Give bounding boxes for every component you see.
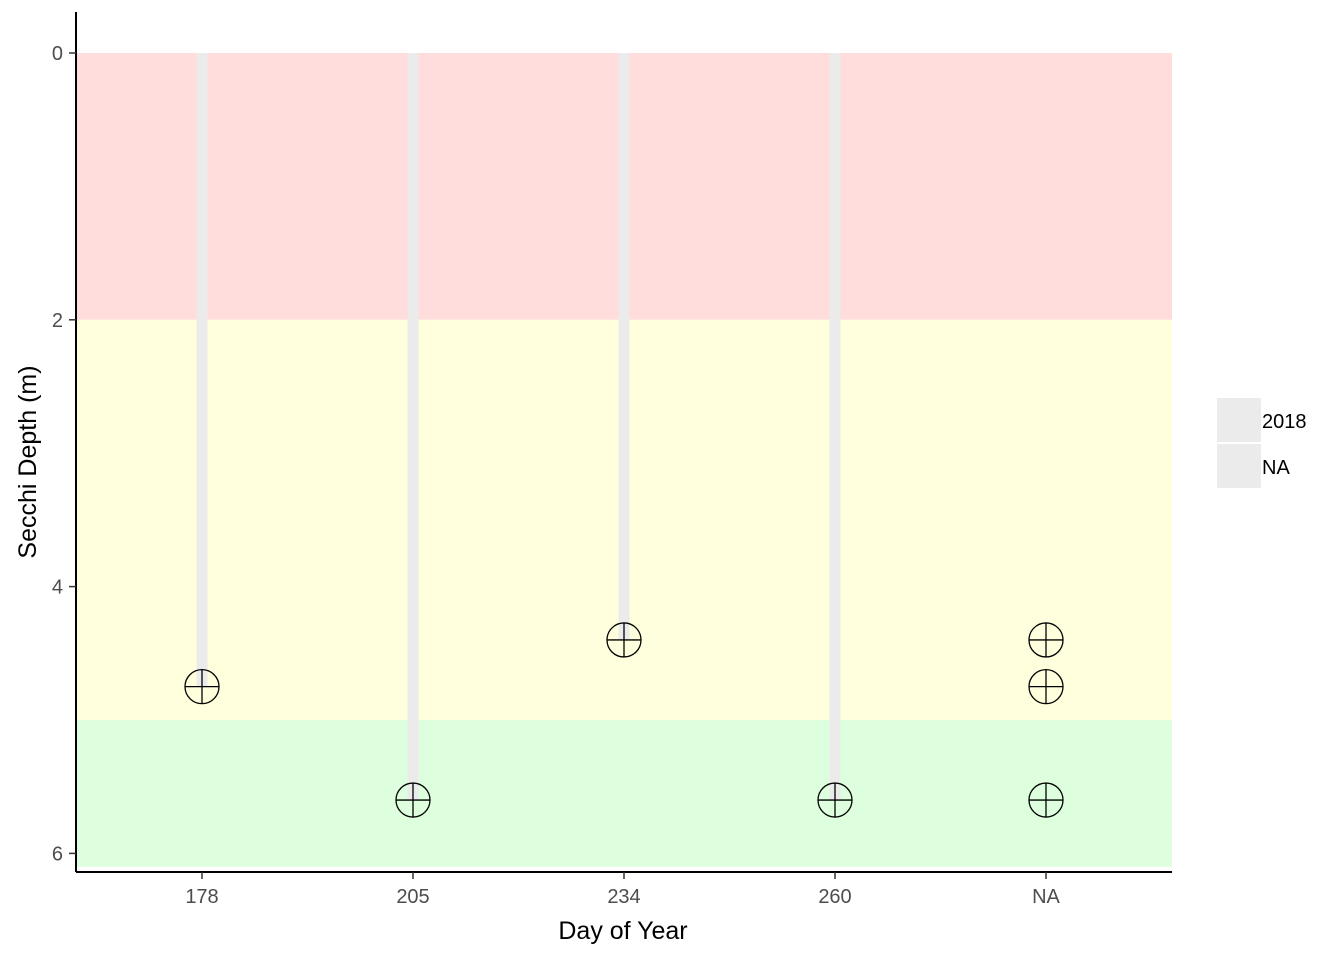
data-point xyxy=(1028,782,1064,818)
x-tick-label: 205 xyxy=(396,886,429,908)
x-axis-title: Day of Year xyxy=(558,917,687,945)
x-tick-label: NA xyxy=(1032,886,1060,908)
legend-label: 2018 xyxy=(1262,411,1307,433)
legend-label: NA xyxy=(1262,457,1290,479)
x-tick-label: 234 xyxy=(607,886,640,908)
x-tick-label: 260 xyxy=(818,886,851,908)
data-point xyxy=(1028,669,1064,705)
band-2 xyxy=(76,720,1172,867)
data-point xyxy=(606,622,642,658)
drop-lines xyxy=(196,53,841,801)
x-tick-label: 178 xyxy=(185,886,218,908)
legend-key xyxy=(1217,444,1261,488)
data-point xyxy=(395,782,431,818)
legend-key xyxy=(1217,398,1261,442)
ticks: 0 2 4 6 178 205 234 260 NA xyxy=(52,43,1061,908)
data-point xyxy=(184,669,220,705)
data-point xyxy=(817,782,853,818)
data-point xyxy=(1028,622,1064,658)
data-points xyxy=(184,622,1064,818)
y-axis-title: Secchi Depth (m) xyxy=(14,365,42,558)
y-tick-label: 2 xyxy=(52,310,63,332)
y-tick-label: 0 xyxy=(52,43,63,65)
legend: 2018 NA xyxy=(1217,398,1307,488)
y-tick-label: 4 xyxy=(52,577,63,599)
y-tick-label: 6 xyxy=(52,843,63,865)
